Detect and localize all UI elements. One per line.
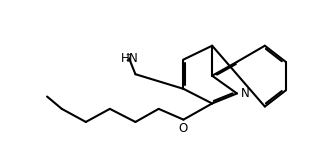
Text: N: N [129,52,138,65]
Text: 2: 2 [125,54,131,63]
Text: O: O [179,122,188,135]
Text: H: H [121,52,129,65]
Text: N: N [241,87,250,100]
